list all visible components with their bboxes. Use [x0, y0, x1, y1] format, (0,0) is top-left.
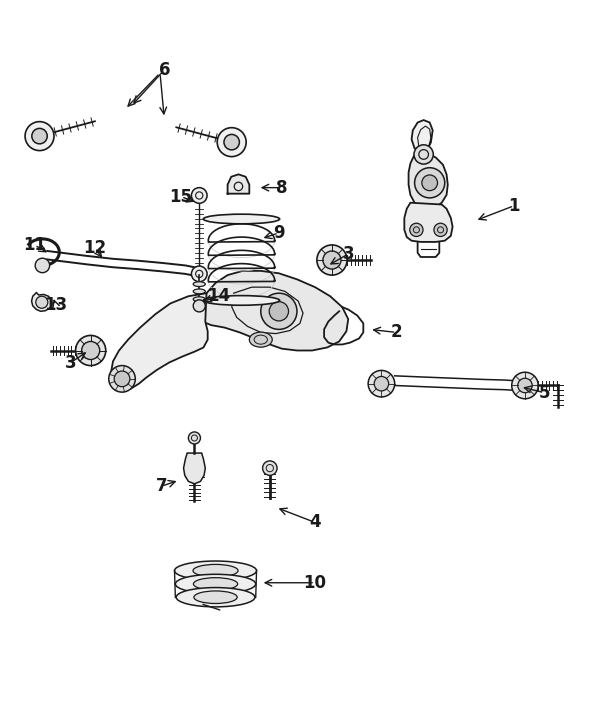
- Circle shape: [262, 461, 277, 475]
- Ellipse shape: [249, 332, 272, 347]
- Circle shape: [32, 128, 47, 144]
- Circle shape: [317, 245, 347, 275]
- Polygon shape: [199, 271, 348, 350]
- Polygon shape: [111, 293, 208, 390]
- Circle shape: [368, 370, 395, 397]
- Circle shape: [434, 223, 447, 236]
- Circle shape: [188, 432, 201, 444]
- Circle shape: [36, 297, 48, 308]
- Text: 3: 3: [65, 353, 76, 372]
- Text: 15: 15: [170, 188, 193, 205]
- Circle shape: [191, 188, 207, 203]
- Circle shape: [193, 300, 205, 312]
- Circle shape: [114, 371, 130, 387]
- Circle shape: [511, 372, 538, 399]
- Text: 12: 12: [84, 239, 107, 257]
- Circle shape: [415, 168, 445, 198]
- Circle shape: [217, 128, 246, 156]
- Ellipse shape: [193, 297, 205, 301]
- Circle shape: [224, 135, 239, 150]
- Polygon shape: [404, 203, 453, 242]
- Circle shape: [410, 223, 423, 236]
- Ellipse shape: [175, 574, 256, 594]
- Circle shape: [25, 122, 54, 151]
- Circle shape: [323, 251, 341, 269]
- Circle shape: [261, 293, 297, 329]
- Polygon shape: [228, 175, 249, 193]
- Ellipse shape: [175, 561, 256, 580]
- Text: 3: 3: [342, 245, 354, 263]
- Text: 7: 7: [155, 477, 167, 495]
- Circle shape: [108, 366, 135, 392]
- Ellipse shape: [194, 591, 237, 604]
- Text: 11: 11: [23, 236, 46, 254]
- Polygon shape: [411, 120, 433, 151]
- Circle shape: [82, 341, 100, 360]
- Text: 13: 13: [44, 297, 67, 314]
- Ellipse shape: [204, 215, 279, 224]
- Polygon shape: [184, 453, 205, 484]
- Ellipse shape: [193, 564, 238, 577]
- Circle shape: [76, 335, 105, 366]
- Text: 4: 4: [309, 513, 321, 531]
- Text: 14: 14: [207, 287, 230, 305]
- Polygon shape: [408, 153, 448, 209]
- Text: 9: 9: [273, 224, 285, 242]
- Polygon shape: [32, 292, 52, 311]
- Circle shape: [35, 258, 50, 273]
- Circle shape: [518, 379, 532, 393]
- Ellipse shape: [193, 282, 205, 287]
- Circle shape: [374, 376, 388, 391]
- Circle shape: [414, 145, 433, 164]
- Text: 8: 8: [276, 179, 288, 196]
- Circle shape: [191, 266, 207, 282]
- Ellipse shape: [193, 289, 205, 294]
- Text: 5: 5: [539, 383, 550, 402]
- Ellipse shape: [193, 578, 238, 590]
- Circle shape: [422, 175, 438, 191]
- Text: 6: 6: [159, 61, 170, 79]
- Circle shape: [269, 301, 288, 321]
- Text: 10: 10: [304, 573, 327, 592]
- Text: 1: 1: [508, 197, 520, 215]
- Ellipse shape: [176, 587, 255, 607]
- Ellipse shape: [204, 296, 279, 305]
- Text: 2: 2: [391, 323, 402, 341]
